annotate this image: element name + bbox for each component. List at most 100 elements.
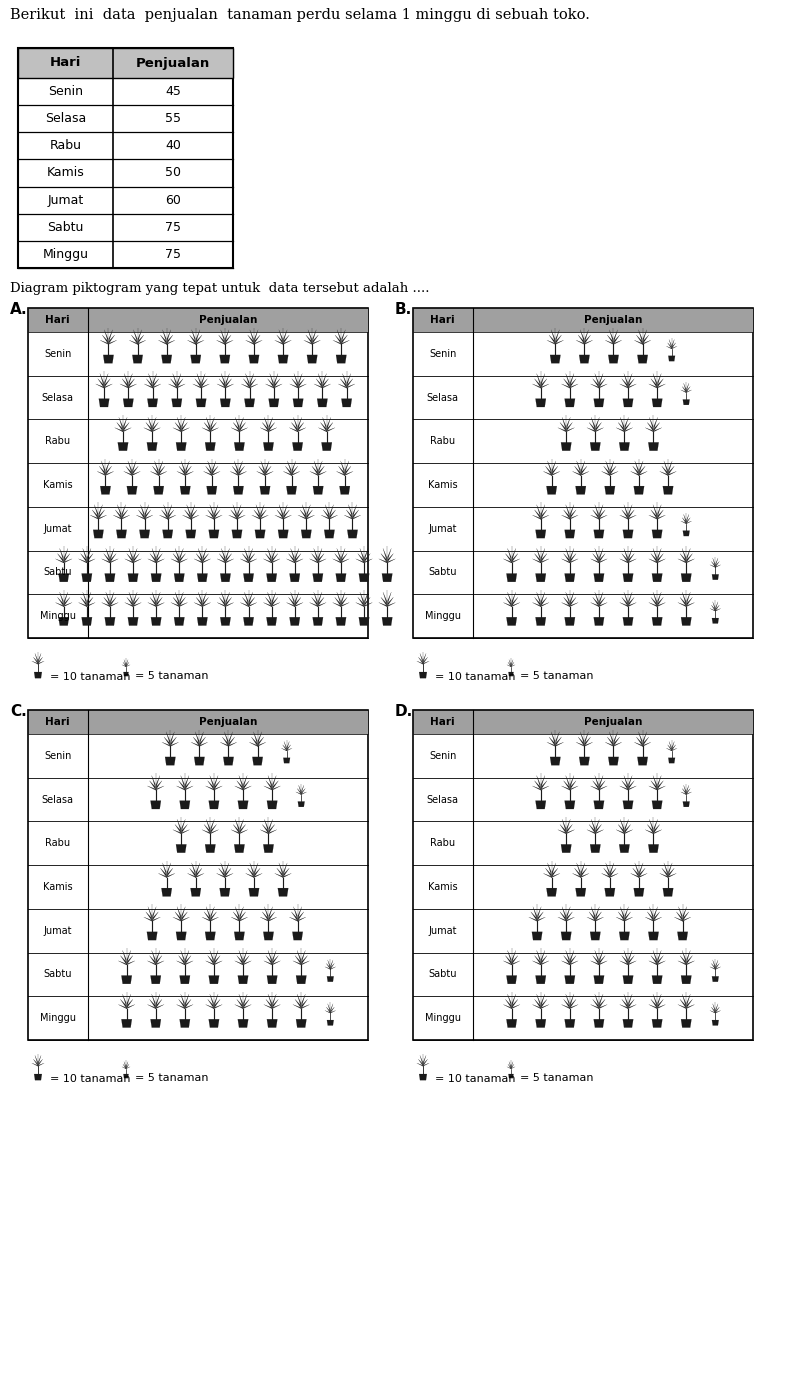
Polygon shape	[682, 994, 686, 1009]
Polygon shape	[150, 1000, 155, 1009]
Polygon shape	[95, 504, 99, 519]
Polygon shape	[599, 559, 607, 563]
Polygon shape	[594, 373, 599, 388]
Polygon shape	[534, 554, 541, 563]
Polygon shape	[301, 956, 308, 965]
Text: Kamis: Kamis	[428, 883, 457, 892]
Polygon shape	[298, 801, 304, 807]
Polygon shape	[179, 781, 185, 790]
Polygon shape	[211, 906, 215, 921]
Polygon shape	[686, 383, 689, 392]
Polygon shape	[623, 617, 634, 625]
Polygon shape	[566, 548, 570, 563]
Polygon shape	[217, 384, 225, 388]
Polygon shape	[541, 598, 547, 607]
Polygon shape	[81, 554, 87, 563]
Polygon shape	[610, 461, 614, 475]
Polygon shape	[541, 515, 549, 519]
Polygon shape	[651, 554, 657, 563]
Polygon shape	[298, 379, 304, 388]
Polygon shape	[191, 515, 199, 519]
Polygon shape	[566, 423, 573, 432]
Polygon shape	[636, 335, 642, 344]
Polygon shape	[681, 617, 691, 625]
Polygon shape	[341, 554, 348, 563]
Polygon shape	[620, 515, 628, 519]
Polygon shape	[599, 515, 607, 519]
Polygon shape	[686, 518, 690, 523]
Polygon shape	[380, 598, 387, 607]
Polygon shape	[678, 559, 686, 563]
Polygon shape	[176, 844, 187, 852]
Polygon shape	[364, 548, 368, 563]
Polygon shape	[628, 603, 637, 607]
Polygon shape	[295, 554, 301, 563]
Polygon shape	[117, 423, 123, 432]
Polygon shape	[382, 617, 392, 625]
Polygon shape	[268, 398, 279, 408]
Polygon shape	[153, 486, 164, 494]
Polygon shape	[336, 573, 346, 582]
Polygon shape	[181, 917, 190, 921]
Polygon shape	[179, 592, 183, 607]
Polygon shape	[126, 665, 130, 666]
Polygon shape	[105, 617, 115, 625]
Polygon shape	[124, 1062, 126, 1069]
Polygon shape	[260, 428, 268, 432]
Polygon shape	[177, 819, 181, 834]
Text: Jumat: Jumat	[43, 925, 72, 936]
Polygon shape	[221, 592, 225, 607]
Polygon shape	[248, 603, 257, 607]
Polygon shape	[102, 603, 110, 607]
Polygon shape	[206, 961, 214, 965]
Polygon shape	[341, 329, 345, 344]
Polygon shape	[652, 573, 662, 582]
Polygon shape	[336, 471, 344, 475]
Polygon shape	[155, 961, 164, 965]
Polygon shape	[87, 603, 95, 607]
Polygon shape	[292, 423, 298, 432]
Polygon shape	[652, 975, 662, 985]
Polygon shape	[122, 1019, 132, 1027]
Polygon shape	[657, 781, 663, 790]
Polygon shape	[151, 471, 159, 475]
Polygon shape	[330, 1007, 335, 1013]
Polygon shape	[214, 504, 218, 519]
Text: D.: D.	[395, 704, 413, 719]
Polygon shape	[678, 1004, 686, 1009]
Polygon shape	[667, 343, 672, 348]
Polygon shape	[712, 618, 718, 624]
Polygon shape	[237, 509, 244, 519]
Polygon shape	[682, 518, 686, 523]
Polygon shape	[268, 912, 275, 921]
Polygon shape	[652, 617, 662, 625]
Polygon shape	[590, 559, 599, 563]
Polygon shape	[681, 521, 686, 523]
Polygon shape	[625, 417, 629, 432]
Polygon shape	[379, 603, 387, 607]
Polygon shape	[265, 471, 273, 475]
Polygon shape	[622, 509, 628, 519]
Polygon shape	[38, 661, 44, 664]
Polygon shape	[228, 515, 237, 519]
Polygon shape	[193, 384, 201, 388]
Polygon shape	[594, 994, 599, 1009]
Polygon shape	[711, 1007, 715, 1013]
Polygon shape	[594, 617, 604, 625]
Polygon shape	[202, 917, 211, 921]
Polygon shape	[147, 559, 156, 563]
Polygon shape	[322, 384, 331, 388]
Polygon shape	[683, 514, 686, 523]
Polygon shape	[336, 617, 346, 625]
Polygon shape	[387, 592, 392, 607]
Polygon shape	[126, 660, 128, 666]
Polygon shape	[176, 442, 187, 450]
Polygon shape	[225, 373, 230, 388]
Polygon shape	[589, 825, 595, 834]
Polygon shape	[620, 961, 628, 965]
Polygon shape	[34, 672, 42, 679]
Polygon shape	[341, 559, 349, 563]
Polygon shape	[657, 1004, 666, 1009]
Polygon shape	[364, 554, 370, 563]
Polygon shape	[233, 825, 239, 834]
